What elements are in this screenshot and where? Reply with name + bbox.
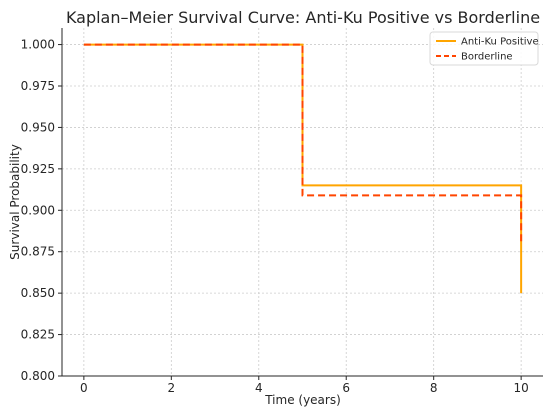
x-tick-label: 0 <box>80 381 88 395</box>
y-tick-label: 0.900 <box>21 203 55 217</box>
y-tick-label: 1.000 <box>21 38 55 52</box>
y-tick-label: 0.850 <box>21 286 55 300</box>
axes: 0 2 4 6 8 10 0.800 0.825 0.850 0.875 0.900 0.925 0.9… <box>21 28 543 395</box>
chart-title: Kaplan–Meier Survival Curve: Anti-Ku Pos… <box>66 8 540 27</box>
y-tick-label: 0.825 <box>21 328 55 342</box>
legend-label-1: Anti-Ku Positive <box>461 37 539 48</box>
x-tick-label: 6 <box>342 381 350 395</box>
legend-label-2: Borderline <box>461 52 513 63</box>
y-tick-label: 0.975 <box>21 79 55 93</box>
series-lines <box>83 43 523 294</box>
series-line-2 <box>83 43 523 246</box>
x-tick-label: 8 <box>430 381 438 395</box>
y-tick-label: 0.950 <box>21 120 55 134</box>
x-axis-label: Time (years) <box>264 393 341 407</box>
x-tick-label: 4 <box>255 381 263 395</box>
y-tick-label: 0.925 <box>21 162 55 176</box>
legend-box <box>429 31 539 66</box>
x-tick-label: 2 <box>167 381 175 395</box>
y-axis-label: Survival Probability <box>8 144 22 260</box>
x-tick-label: 10 <box>513 381 528 395</box>
legend: Anti-Ku Positive Borderline <box>429 31 539 66</box>
y-tick-label: 0.875 <box>21 245 55 259</box>
y-tick-label: 0.800 <box>21 369 55 383</box>
